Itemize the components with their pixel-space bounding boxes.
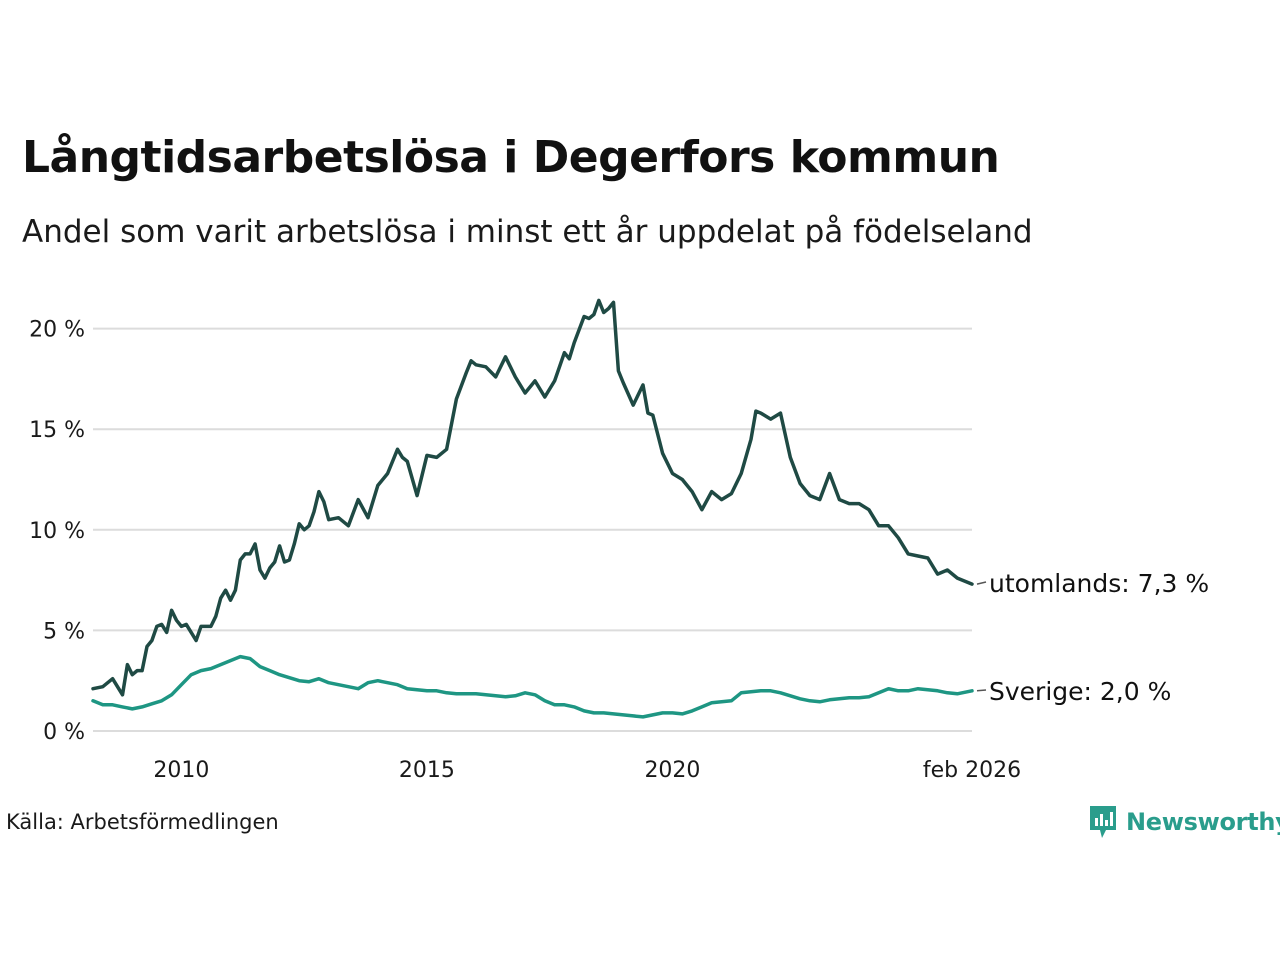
chart-subtitle: Andel som varit arbetslösa i minst ett å… — [22, 214, 1033, 250]
newsworthy-logo: Newsworthy — [1088, 804, 1280, 840]
series-labels: utomlands: 7,3 % Sverige: 2,0 % — [976, 569, 1209, 706]
y-tick-label: 15 % — [29, 418, 85, 443]
series-line-sverige — [91, 654, 974, 719]
grid-lines — [93, 327, 972, 732]
series-label-sverige: Sverige: 2,0 % — [989, 677, 1171, 706]
x-tick-label: 2015 — [399, 758, 455, 783]
y-tick-label: 0 % — [43, 720, 85, 745]
x-tick-label: feb 2026 — [923, 758, 1021, 783]
y-tick-label: 5 % — [43, 619, 85, 644]
brand-name: Newsworthy — [1126, 808, 1280, 836]
series-label-utomlands: utomlands: 7,3 % — [989, 569, 1209, 598]
x-tick-label: 2010 — [153, 758, 209, 783]
newsworthy-logo-icon — [1090, 806, 1116, 838]
chart-title: Långtidsarbetslösa i Degerfors kommun — [22, 132, 1000, 183]
y-axis-ticks: 0 % 5 % 10 % 15 % 20 % — [29, 318, 85, 745]
source-note: Källa: Arbetsförmedlingen — [6, 810, 279, 834]
label-connector-sverige — [976, 689, 987, 692]
series-line-utomlands — [91, 298, 974, 697]
y-tick-label: 20 % — [29, 318, 85, 343]
y-tick-label: 10 % — [29, 519, 85, 544]
x-tick-label: 2020 — [644, 758, 700, 783]
x-axis-ticks: 2010 2015 2020 feb 2026 — [153, 758, 1021, 783]
label-connector-utomlands — [976, 581, 987, 585]
series-lines — [91, 298, 974, 719]
